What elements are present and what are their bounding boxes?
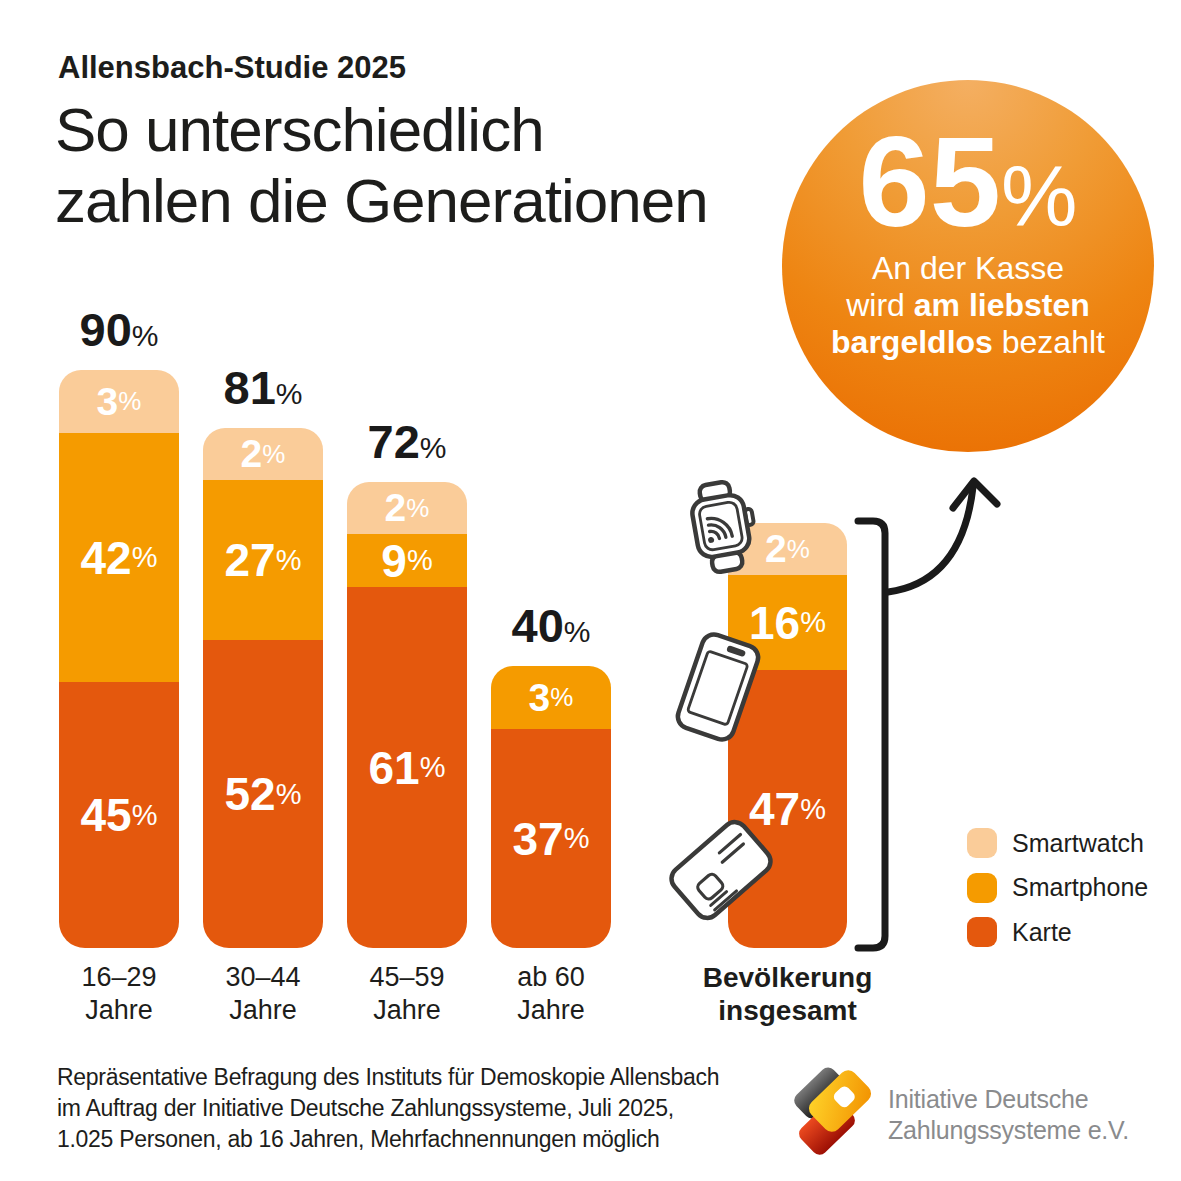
- logo-icon: [791, 1064, 875, 1158]
- source-line: Repräsentative Befragung des Instituts f…: [57, 1062, 719, 1093]
- bar-segment-smartphone: 3%: [491, 666, 611, 729]
- title-line-1: So unterschiedlich: [55, 94, 708, 165]
- logo-text: Initiative Deutsche Zahlungssysteme e.V.: [888, 1084, 1129, 1146]
- bar-segment-smartphone: 42%: [59, 433, 179, 682]
- bar-segment-karte: 61%: [347, 587, 467, 948]
- bar-segment-karte: 47%: [728, 670, 847, 948]
- highlight-badge: 65% An der Kasse wird am liebsten bargel…: [782, 80, 1154, 452]
- bar-total-label: 90%: [44, 305, 194, 366]
- legend-swatch-smartwatch: [967, 828, 997, 858]
- legend-item-smartphone: Smartphone: [967, 873, 1148, 903]
- bar-total-label: 40%: [476, 601, 626, 662]
- badge-text-line-1: An der Kasse: [782, 250, 1154, 287]
- bar-4: 3%37%: [491, 666, 611, 948]
- bar-total-label: 72%: [332, 417, 482, 478]
- legend-item-smartwatch: Smartwatch: [967, 828, 1144, 858]
- bar-3: 2%9%61%: [347, 482, 467, 948]
- source-line: im Auftrag der Initiative Deutsche Zahlu…: [57, 1093, 719, 1124]
- bar-segment-karte: 45%: [59, 682, 179, 948]
- badge-value: 65%: [782, 128, 1154, 250]
- axis-label: Bevölkerunginsgesamt: [688, 961, 887, 1027]
- bar-segment-smartwatch: 3%: [59, 370, 179, 433]
- source-note: Repräsentative Befragung des Instituts f…: [57, 1062, 719, 1155]
- bar-segment-smartwatch: 2%: [728, 523, 847, 575]
- badge-text-line-2: wird am liebsten: [782, 287, 1154, 324]
- bar-2: 2%27%52%: [203, 428, 323, 948]
- bar-segment-smartphone: 9%: [347, 534, 467, 587]
- bar-5: 2%16%47%: [728, 523, 847, 948]
- bar-segment-karte: 37%: [491, 729, 611, 948]
- legend-label: Smartphone: [1012, 873, 1148, 902]
- bracket: [858, 521, 885, 948]
- title-line-2: zahlen die Generationen: [55, 165, 708, 236]
- page-title: So unterschiedlich zahlen die Generation…: [55, 94, 708, 236]
- bar-segment-karte: 52%: [203, 640, 323, 948]
- curved-arrow: [888, 487, 973, 592]
- legend-item-karte: Karte: [967, 917, 1072, 947]
- legend-swatch-karte: [967, 917, 997, 947]
- kicker: Allensbach-Studie 2025: [58, 50, 406, 86]
- legend-label: Smartwatch: [1012, 829, 1144, 858]
- bar-segment-smartwatch: 2%: [203, 428, 323, 480]
- bar-segment-smartphone: 27%: [203, 480, 323, 640]
- legend-label: Karte: [1012, 918, 1072, 947]
- legend-swatch-smartphone: [967, 873, 997, 903]
- badge-text-line-3: bargeldlos bezahlt: [782, 324, 1154, 361]
- axis-label: ab 60Jahre: [451, 961, 651, 1027]
- bar-1: 3%42%45%: [59, 370, 179, 948]
- bar-total-label: 81%: [188, 363, 338, 424]
- curved-arrow-head: [953, 481, 997, 508]
- bar-segment-smartphone: 16%: [728, 575, 847, 670]
- bar-segment-smartwatch: 2%: [347, 482, 467, 534]
- source-line: 1.025 Personen, ab 16 Jahren, Mehrfachne…: [57, 1124, 719, 1155]
